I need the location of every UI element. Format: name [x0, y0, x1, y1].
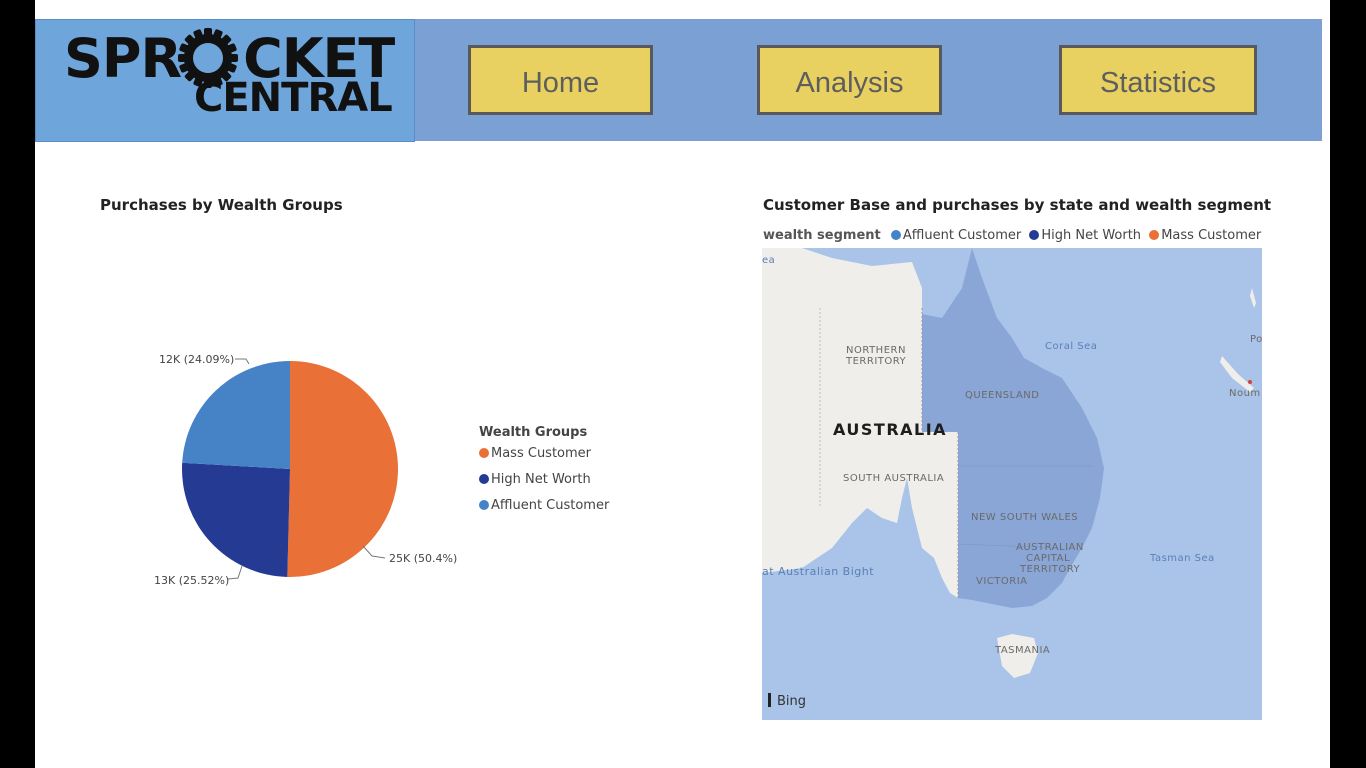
map-legend-high[interactable]: High Net Worth — [1029, 228, 1141, 243]
map-label-sea: ea — [762, 255, 775, 266]
map-label-act-1: AUSTRALIAN — [1016, 542, 1084, 553]
map-label-noum: Noum — [1229, 388, 1261, 399]
analysis-button[interactable]: Analysis — [757, 45, 942, 115]
map-label-tasmania: TASMANIA — [995, 645, 1050, 656]
pie-label-mass: 25K (50.4%) — [389, 552, 457, 565]
statistics-button[interactable]: Statistics — [1059, 45, 1257, 115]
pie-slice-affluent[interactable] — [182, 361, 290, 469]
pie-label-high: 13K (25.52%) — [154, 574, 229, 587]
map-legend-mass[interactable]: Mass Customer — [1149, 228, 1261, 243]
map-view[interactable]: NORTHERN TERRITORY QUEENSLAND AUSTRALIA … — [762, 248, 1262, 720]
legend-dot-icon — [479, 474, 489, 484]
pie-slice-mass[interactable] — [287, 361, 398, 577]
legend-dot-icon — [891, 230, 901, 240]
report-page: SPR CKET — [35, 0, 1330, 768]
pie-legend-mass[interactable]: Mass Customer — [479, 446, 591, 461]
map-label-coral-sea: Coral Sea — [1045, 341, 1097, 352]
map-label-nt-1: NORTHERN — [846, 345, 906, 356]
map-label-queensland: QUEENSLAND — [965, 390, 1039, 401]
pie-legend-affluent[interactable]: Affluent Customer — [479, 498, 609, 513]
pie-legend-high[interactable]: High Net Worth — [479, 472, 591, 487]
map-label-nt-2: TERRITORY — [846, 356, 906, 367]
bing-logo-icon — [768, 693, 777, 707]
map-label-act-2: CAPITAL — [1026, 553, 1070, 564]
pie-chart-title: Purchases by Wealth Groups — [100, 196, 343, 214]
map-label-tasman-sea: Tasman Sea — [1150, 553, 1215, 564]
pie-slice-high-net-worth[interactable] — [182, 463, 290, 577]
map-label-nsw: NEW SOUTH WALES — [971, 512, 1078, 523]
home-button[interactable]: Home — [468, 45, 653, 115]
map-label-victoria: VICTORIA — [976, 576, 1028, 587]
map-label-po: Po — [1250, 334, 1262, 345]
map-title: Customer Base and purchases by state and… — [763, 196, 1271, 214]
legend-dot-icon — [479, 500, 489, 510]
bing-attribution[interactable]: Bing — [768, 693, 806, 709]
map-legend: wealth segment Affluent Customer High Ne… — [763, 228, 1261, 243]
pie-label-affluent: 12K (24.09%) — [159, 353, 234, 366]
map-legend-title: wealth segment — [763, 228, 881, 243]
pie-legend-title: Wealth Groups — [479, 425, 587, 440]
legend-dot-icon — [479, 448, 489, 458]
map-label-bight: at Australian Bight — [762, 565, 874, 578]
leader-line-affluent — [235, 359, 249, 364]
map-label-australia: AUSTRALIA — [833, 420, 947, 439]
map-legend-affluent[interactable]: Affluent Customer — [891, 228, 1021, 243]
legend-dot-icon — [1149, 230, 1159, 240]
land-tasmania — [997, 634, 1038, 678]
logo: SPR CKET — [35, 19, 415, 142]
legend-dot-icon — [1029, 230, 1039, 240]
map-label-act-3: TERRITORY — [1020, 564, 1080, 575]
header-bar: SPR CKET — [35, 19, 1322, 141]
logo-text-line2: CENTRAL — [194, 78, 392, 118]
leader-line-high — [228, 566, 242, 579]
leader-line-mass — [363, 546, 385, 558]
map-label-south-australia: SOUTH AUSTRALIA — [843, 473, 944, 484]
